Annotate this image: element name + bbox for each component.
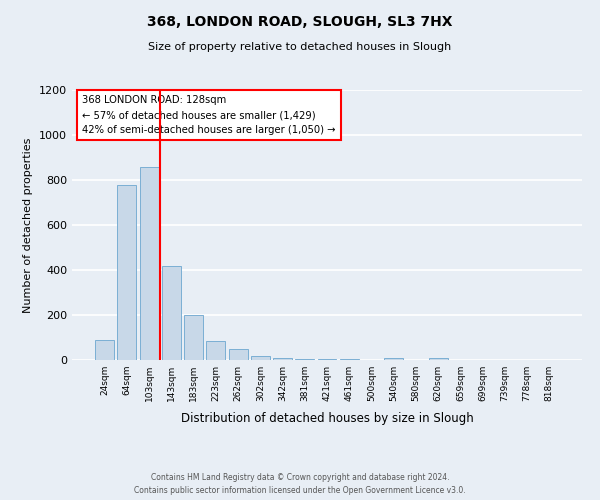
Text: Size of property relative to detached houses in Slough: Size of property relative to detached ho…: [148, 42, 452, 52]
Bar: [229, 349, 248, 360]
Bar: [273, 358, 292, 360]
Text: Contains HM Land Registry data © Crown copyright and database right 2024.
Contai: Contains HM Land Registry data © Crown c…: [134, 474, 466, 495]
Y-axis label: Number of detached properties: Number of detached properties: [23, 138, 34, 312]
Bar: [140, 166, 158, 360]
Bar: [317, 359, 337, 360]
Bar: [384, 358, 403, 360]
Bar: [184, 315, 203, 360]
Bar: [340, 359, 359, 360]
Bar: [429, 358, 448, 360]
Bar: [118, 184, 136, 360]
Bar: [206, 341, 225, 360]
Bar: [95, 340, 114, 360]
Text: 368 LONDON ROAD: 128sqm
← 57% of detached houses are smaller (1,429)
42% of semi: 368 LONDON ROAD: 128sqm ← 57% of detache…: [82, 96, 336, 135]
Bar: [295, 359, 314, 360]
Bar: [162, 266, 181, 360]
X-axis label: Distribution of detached houses by size in Slough: Distribution of detached houses by size …: [181, 412, 473, 426]
Text: 368, LONDON ROAD, SLOUGH, SL3 7HX: 368, LONDON ROAD, SLOUGH, SL3 7HX: [147, 15, 453, 29]
Bar: [251, 356, 270, 360]
